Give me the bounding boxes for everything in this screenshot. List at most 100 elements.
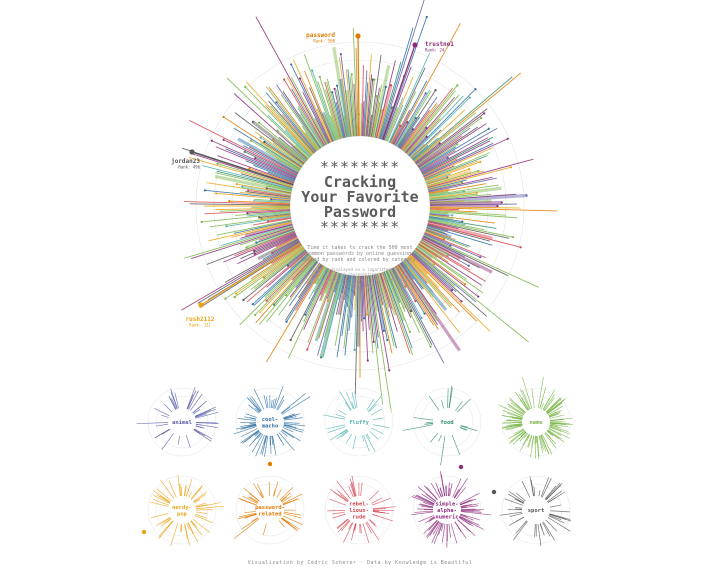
bar-end-dot — [244, 85, 247, 88]
password-bar — [418, 143, 458, 169]
password-bar — [402, 87, 453, 152]
password-bar — [254, 256, 312, 316]
bar-end-dot — [311, 69, 314, 72]
bar-end-dot — [506, 137, 509, 140]
password-bar — [234, 246, 304, 298]
password-bar — [413, 250, 455, 287]
small-bar — [156, 516, 171, 526]
bar-end-dot — [468, 96, 471, 99]
small-bar — [548, 427, 570, 439]
bar-end-dot — [350, 73, 353, 76]
category-label: food — [440, 420, 453, 426]
bar-end-dot — [425, 15, 428, 19]
small-bar — [249, 417, 257, 420]
small-bar — [531, 388, 535, 409]
small-ring — [155, 395, 209, 449]
password-bar — [267, 114, 311, 158]
small-bar — [270, 435, 272, 455]
password-bar — [254, 234, 297, 255]
small-bar — [541, 478, 552, 498]
small-bar — [272, 435, 275, 448]
password-bar — [360, 275, 362, 322]
password-bar — [295, 260, 318, 288]
small-bar — [425, 516, 436, 524]
small-bar — [351, 481, 356, 497]
small-bar — [276, 433, 285, 446]
password-bar — [353, 275, 357, 296]
bar-end-dot — [449, 244, 452, 247]
small-bar — [188, 491, 192, 498]
password-bar — [341, 275, 351, 337]
small-bar — [190, 487, 203, 500]
password-bar — [385, 270, 411, 333]
password-bar — [404, 90, 456, 153]
password-bar — [239, 254, 311, 326]
password-bar — [320, 270, 334, 301]
bar-end-dot — [487, 127, 490, 130]
small-bar — [508, 516, 525, 526]
small-bar — [540, 477, 549, 498]
password-bar — [396, 265, 434, 326]
password-bar — [397, 263, 439, 322]
small-bar — [428, 517, 436, 522]
password-bar — [352, 28, 358, 137]
password-bar — [410, 143, 425, 158]
password-bar — [420, 239, 449, 258]
small-bar — [521, 480, 531, 498]
small-bar — [329, 498, 346, 506]
password-bar — [243, 249, 306, 301]
title-line-2: Your Favorite — [301, 188, 419, 206]
small-bar — [455, 401, 463, 411]
password-bar — [343, 275, 353, 349]
password-bar — [372, 64, 391, 138]
password-bar — [403, 85, 458, 152]
password-bar — [262, 239, 299, 260]
small-bar — [280, 496, 288, 502]
password-bar — [255, 257, 314, 324]
small-bar — [542, 397, 550, 411]
small-bar — [450, 523, 458, 544]
password-bar — [244, 221, 293, 238]
small-bar — [421, 505, 434, 509]
small-bar — [460, 513, 480, 521]
password-bar — [226, 216, 291, 227]
password-bar — [278, 136, 307, 162]
small-center — [433, 496, 461, 524]
small-bar — [531, 435, 534, 447]
small-bar — [341, 520, 351, 532]
password-bar — [229, 200, 291, 204]
password-bar — [427, 224, 449, 232]
password-bar — [421, 237, 461, 261]
small-bar — [248, 404, 260, 414]
password-bar — [303, 54, 337, 141]
password-bar — [364, 275, 370, 330]
password-bar — [278, 261, 319, 316]
small-bar — [336, 489, 349, 501]
small-bar — [515, 520, 528, 534]
small-bar — [276, 488, 282, 498]
password-bar — [428, 217, 466, 226]
bar-end-dot — [249, 139, 253, 142]
small-bar — [508, 491, 525, 503]
small-bar — [441, 400, 444, 409]
password-bar — [425, 161, 481, 183]
small-bar — [547, 405, 564, 416]
bar-end-dot — [479, 160, 482, 163]
small-highlight-dot — [267, 461, 273, 467]
small-bar — [257, 484, 265, 498]
small-ring — [235, 387, 305, 457]
small-bar — [185, 487, 190, 497]
small-bar — [183, 485, 187, 497]
small-bar — [184, 486, 187, 497]
password-bar — [410, 254, 491, 332]
small-bar — [526, 434, 531, 442]
password-bar — [335, 102, 345, 138]
password-bar — [421, 239, 469, 267]
password-bar — [423, 235, 509, 276]
password-bar — [389, 268, 413, 312]
small-bar — [161, 517, 171, 524]
small-bar — [460, 514, 468, 518]
password-bar — [405, 258, 428, 284]
password-bar — [395, 265, 425, 314]
password-bar — [314, 118, 329, 145]
